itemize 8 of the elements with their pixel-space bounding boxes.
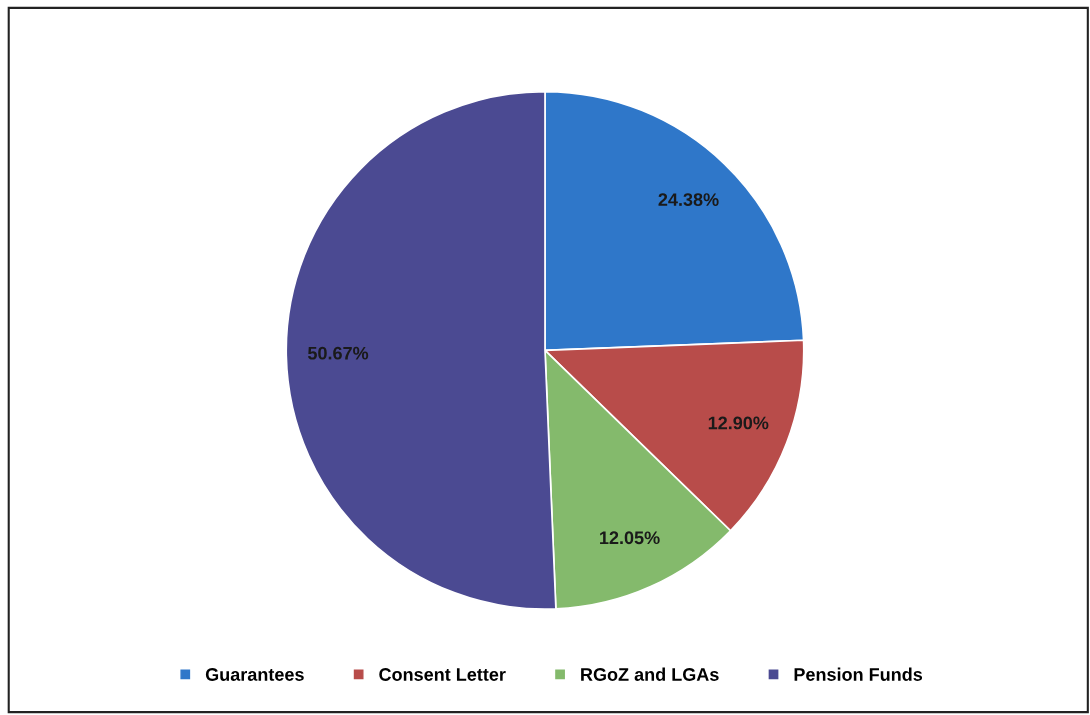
data-label: 12.05% [600, 531, 660, 545]
data-label: 50.67% [307, 346, 369, 360]
data-label: 24.38% [658, 193, 719, 207]
legend-label: Pension Funds [794, 667, 923, 681]
data-label: 12.90% [708, 416, 769, 430]
legend-label: Consent Letter [379, 668, 506, 681]
legend-label: Guarantees [205, 668, 304, 681]
legend-label: RGoZ and LGAs [581, 667, 719, 681]
